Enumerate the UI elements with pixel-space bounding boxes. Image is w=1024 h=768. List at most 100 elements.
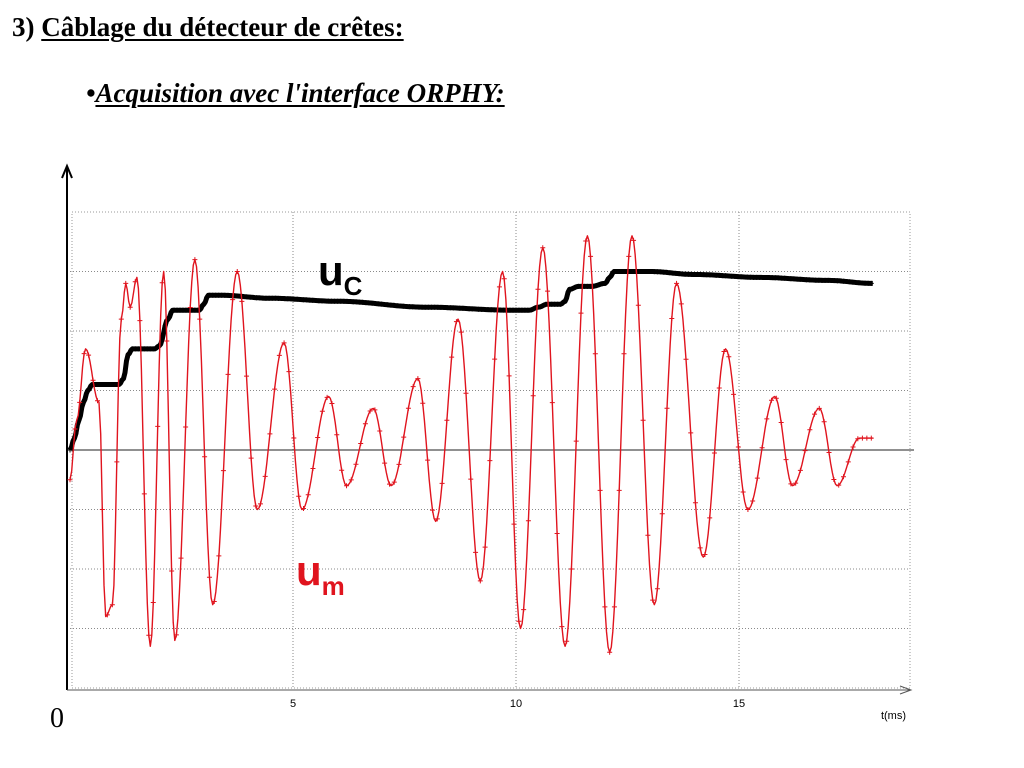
data-point xyxy=(561,299,567,305)
data-point xyxy=(659,511,665,517)
data-point xyxy=(204,295,210,301)
data-point xyxy=(473,549,479,555)
data-point xyxy=(81,351,87,357)
origin-label: 0 xyxy=(50,703,64,734)
data-point xyxy=(549,400,555,406)
data-point xyxy=(178,555,184,561)
data-point xyxy=(759,445,765,451)
data-point xyxy=(319,408,325,414)
y-axis-arrow xyxy=(61,163,73,179)
data-point xyxy=(86,352,92,358)
data-point xyxy=(123,280,129,286)
data-point xyxy=(85,388,91,393)
data-point xyxy=(262,473,268,479)
data-point xyxy=(77,399,83,405)
series-markers-uc xyxy=(67,269,874,453)
series-label-uc-sub: C xyxy=(343,271,363,301)
series-label-uc-main: u xyxy=(318,247,344,294)
data-point xyxy=(173,632,179,638)
data-point xyxy=(864,435,870,441)
data-point xyxy=(362,421,368,427)
data-point xyxy=(674,280,680,286)
data-point xyxy=(492,356,498,362)
data-point xyxy=(429,507,435,513)
data-point xyxy=(528,307,534,313)
data-point xyxy=(79,404,85,410)
data-point xyxy=(276,352,282,358)
data-point xyxy=(115,382,121,388)
data-point xyxy=(291,435,297,441)
data-point xyxy=(731,391,737,397)
data-point xyxy=(315,435,321,441)
data-point xyxy=(540,303,546,309)
data-point xyxy=(568,566,574,572)
data-point xyxy=(678,301,684,307)
series-label-um-main: u xyxy=(296,547,322,594)
data-point xyxy=(664,405,670,411)
data-point xyxy=(248,455,254,461)
series-line-um xyxy=(69,235,873,653)
data-point xyxy=(95,398,101,404)
data-point xyxy=(608,273,614,279)
data-point xyxy=(506,373,512,379)
data-point xyxy=(225,371,231,377)
data-point xyxy=(104,612,110,618)
data-point xyxy=(377,428,383,434)
data-point xyxy=(137,318,143,324)
section-number: 3) xyxy=(12,12,35,42)
data-point xyxy=(859,435,865,441)
data-point xyxy=(697,545,703,551)
data-point xyxy=(530,393,536,399)
data-point xyxy=(605,276,611,282)
data-point xyxy=(90,377,96,383)
data-point xyxy=(554,531,560,537)
data-point xyxy=(197,316,203,322)
data-point xyxy=(578,310,584,316)
data-point xyxy=(773,395,779,401)
data-point xyxy=(588,253,594,259)
data-point xyxy=(611,604,617,610)
data-point xyxy=(183,424,189,430)
data-point xyxy=(439,480,445,486)
data-point xyxy=(391,479,397,485)
data-point xyxy=(458,329,464,335)
data-point xyxy=(123,358,129,364)
data-point xyxy=(344,483,350,489)
data-point xyxy=(216,553,222,559)
data-point xyxy=(640,417,646,423)
data-point xyxy=(310,465,316,471)
data-point xyxy=(234,269,240,274)
data-point xyxy=(702,551,708,557)
data-point xyxy=(211,598,217,604)
data-point xyxy=(564,638,570,644)
data-point xyxy=(239,298,245,304)
data-point xyxy=(150,600,156,606)
data-point xyxy=(564,295,570,301)
data-point xyxy=(558,301,564,307)
data-point xyxy=(496,284,502,290)
data-point xyxy=(573,438,579,444)
data-point xyxy=(444,417,450,423)
data-point xyxy=(396,461,402,467)
data-point xyxy=(415,376,421,382)
data-point xyxy=(650,597,656,603)
data-point xyxy=(67,477,73,483)
data-point xyxy=(220,468,226,474)
data-point xyxy=(153,345,159,351)
data-point xyxy=(453,319,459,325)
data-point xyxy=(401,434,407,440)
data-point xyxy=(621,351,627,357)
data-point xyxy=(726,354,732,360)
data-point xyxy=(244,373,250,379)
data-point xyxy=(382,460,388,466)
data-point xyxy=(590,283,596,289)
data-point xyxy=(121,376,127,382)
data-point xyxy=(521,607,527,613)
data-point xyxy=(155,423,161,429)
data-point xyxy=(164,338,170,344)
data-point xyxy=(477,578,483,584)
data-point xyxy=(348,477,354,483)
data-point xyxy=(537,304,543,310)
data-point xyxy=(141,491,147,497)
